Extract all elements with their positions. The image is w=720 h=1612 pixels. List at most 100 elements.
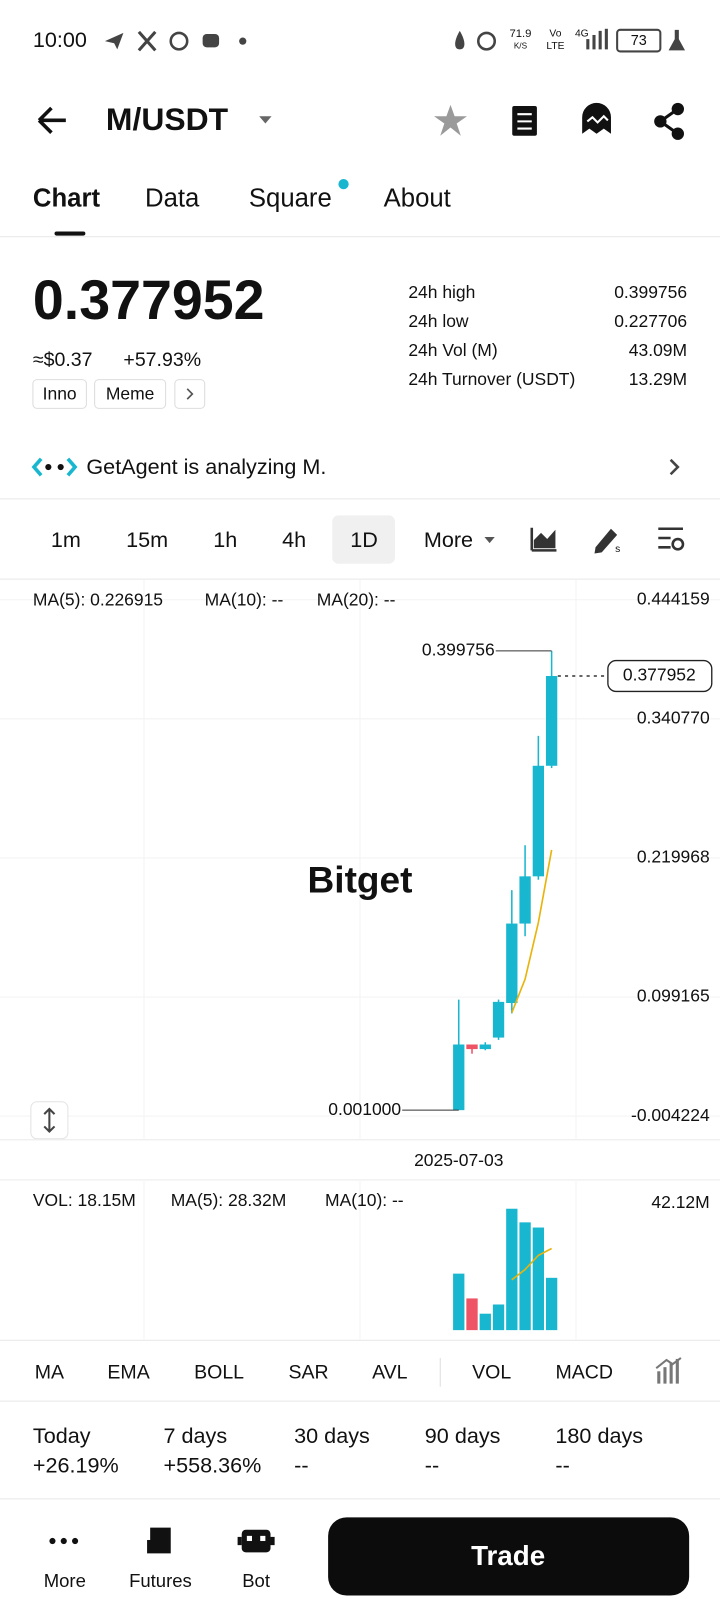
period-change: --: [425, 1453, 439, 1478]
period-change: --: [294, 1453, 308, 1478]
usd-price: ≈$0.37: [33, 349, 93, 371]
volume-ma5-line: [511, 1247, 553, 1281]
nav-label[interactable]: Futures: [129, 1570, 192, 1591]
price-box-label: 0.377952: [623, 665, 696, 685]
nav-label[interactable]: More: [44, 1570, 86, 1591]
period-label: 90 days: [425, 1423, 501, 1448]
interval[interactable]: 4h: [282, 527, 306, 552]
y-tick-label: -0.004224: [631, 1105, 710, 1125]
status-net: LTE: [546, 41, 564, 52]
indicator[interactable]: SAR: [288, 1361, 328, 1383]
indicator[interactable]: EMA: [107, 1361, 149, 1383]
stat-label: 24h Vol (M): [408, 340, 497, 360]
volume-bar: [466, 1298, 478, 1331]
volume-legend: VOL: 18.15M: [33, 1190, 136, 1210]
ma-legend: MA(10): --: [205, 589, 284, 609]
interval[interactable]: More: [424, 527, 473, 552]
vertical-grid: [143, 580, 577, 1340]
tab[interactable]: Square: [249, 184, 332, 212]
settings-button[interactable]: [658, 527, 685, 551]
tab-badge: [338, 178, 349, 190]
tag: Inno: [43, 384, 77, 404]
indicator[interactable]: AVL: [372, 1361, 408, 1383]
status-speed: 71.9: [509, 28, 531, 40]
tab[interactable]: Data: [145, 184, 200, 212]
agent-icon: [31, 457, 78, 477]
candle-body: [532, 765, 545, 877]
interval[interactable]: 15m: [126, 527, 168, 552]
period-label: 30 days: [294, 1423, 370, 1448]
interval[interactable]: 1D: [350, 527, 378, 552]
y-tick-label: 0.340770: [637, 707, 710, 727]
alert-button[interactable]: [582, 102, 611, 134]
status-speed-unit: K/S: [514, 41, 528, 50]
agent-text[interactable]: GetAgent is analyzing M.: [86, 454, 326, 479]
period-change: +26.19%: [33, 1453, 119, 1478]
y-tick-label: 0.219968: [637, 847, 710, 867]
nav-icons: [49, 1527, 275, 1554]
price-change: +57.93%: [123, 349, 201, 371]
candle-body: [519, 876, 531, 924]
svg-text:s: s: [615, 544, 620, 555]
stat-label: 24h high: [408, 282, 475, 302]
period-label: 7 days: [164, 1423, 228, 1448]
period-label: Today: [33, 1423, 91, 1448]
trade-label[interactable]: Trade: [471, 1540, 545, 1571]
chart-type-button[interactable]: [530, 527, 557, 552]
status-net: 4G: [575, 29, 589, 40]
favorite-button[interactable]: [434, 104, 467, 136]
ma-legend: MA(20): --: [317, 589, 396, 609]
period-label: 180 days: [555, 1423, 643, 1448]
volume-bar: [519, 1222, 531, 1331]
volume-bar: [532, 1227, 545, 1331]
candle-body: [479, 1044, 491, 1050]
tab[interactable]: About: [384, 184, 451, 212]
pair-title[interactable]: M/USDT: [106, 101, 229, 137]
interval-selected: [332, 515, 395, 564]
agent-chevron[interactable]: [669, 458, 680, 476]
draw-button[interactable]: s: [594, 528, 621, 555]
scale-button[interactable]: [30, 1101, 69, 1140]
status-icons: [104, 28, 686, 53]
stat-value: 0.227706: [614, 311, 687, 331]
tab-indicator: [54, 231, 86, 236]
period-change: +558.36%: [164, 1453, 262, 1478]
x-tick-label: 2025-07-03: [414, 1150, 503, 1170]
pair-dropdown[interactable]: [259, 116, 272, 124]
low-label: 0.001000: [328, 1099, 401, 1119]
stat-label: 24h low: [408, 311, 469, 331]
candle-body: [453, 1044, 465, 1111]
indicator[interactable]: MACD: [555, 1361, 613, 1383]
interval[interactable]: 1h: [213, 527, 237, 552]
scroll-fade: [617, 1347, 720, 1397]
notes-button[interactable]: [512, 105, 537, 136]
status-net: Vo: [549, 29, 561, 40]
tags-more[interactable]: [174, 379, 206, 409]
volume-bar: [545, 1277, 558, 1331]
indicator[interactable]: VOL: [472, 1361, 511, 1383]
indicator[interactable]: MA: [35, 1361, 64, 1383]
back-button[interactable]: [37, 106, 66, 134]
indicator[interactable]: BOLL: [194, 1361, 244, 1383]
volume-bar: [479, 1313, 491, 1331]
last-price: 0.377952: [33, 269, 265, 331]
more-dropdown[interactable]: [484, 536, 495, 544]
ma5-line: [511, 849, 553, 1014]
tag-box: [32, 379, 87, 409]
battery-level: 73: [631, 33, 647, 49]
volume-legend: MA(5): 28.32M: [171, 1190, 287, 1210]
tab[interactable]: Chart: [33, 184, 101, 212]
volume-tick-label: 42.12M: [651, 1192, 709, 1212]
trade-button[interactable]: [328, 1517, 690, 1596]
status-time: 10:00: [33, 27, 87, 52]
tag-box: [94, 379, 167, 409]
indicator-settings[interactable]: [655, 1357, 682, 1384]
watermark: Bitget: [308, 858, 413, 900]
candle-body: [545, 675, 558, 766]
ma-legend: MA(5): 0.226915: [33, 589, 163, 609]
nav-label[interactable]: Bot: [242, 1570, 270, 1591]
interval[interactable]: 1m: [51, 527, 81, 552]
share-button[interactable]: [654, 102, 684, 140]
volume-legend: MA(10): --: [325, 1190, 404, 1210]
